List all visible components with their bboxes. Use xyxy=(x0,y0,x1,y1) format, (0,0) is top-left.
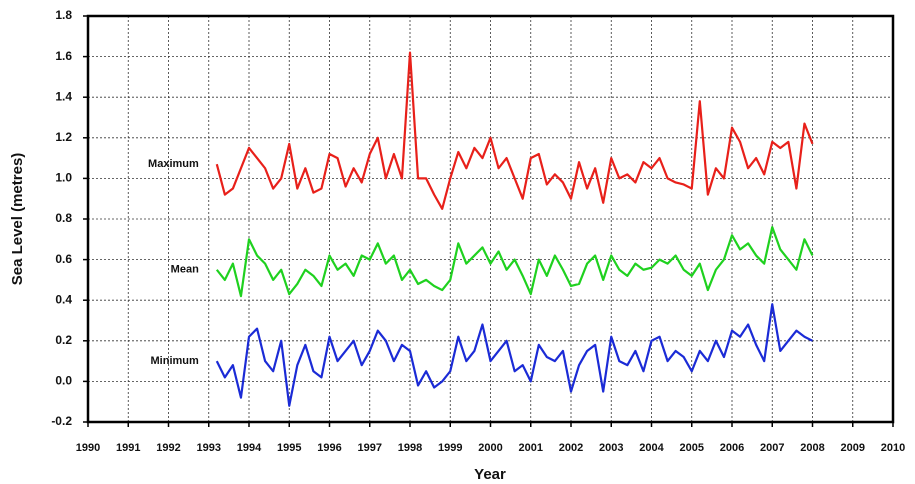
y-tick-label: 0.2 xyxy=(55,333,72,347)
series-label: Minimum xyxy=(151,355,199,367)
x-tick-label: 1998 xyxy=(398,442,422,454)
x-tick-label: 2005 xyxy=(680,442,704,454)
y-axis-title: Sea Level (metres) xyxy=(9,153,26,286)
x-axis-title: Year xyxy=(474,466,506,483)
x-tick-label: 2010 xyxy=(881,442,905,454)
plot-frame xyxy=(86,14,895,424)
x-tick-label: 1990 xyxy=(76,442,100,454)
y-tick-label: 1.4 xyxy=(55,89,72,103)
x-tick-label: 2004 xyxy=(639,442,664,454)
x-tick-label: 2002 xyxy=(559,442,583,454)
x-tick-label: 1992 xyxy=(156,442,180,454)
x-tick-label: 2009 xyxy=(841,442,865,454)
y-tick-label: 0.4 xyxy=(55,292,72,306)
x-tick-label: 1991 xyxy=(116,442,140,454)
x-tick-label: 2007 xyxy=(760,442,784,454)
series-line xyxy=(215,51,814,210)
x-tick-label: 2000 xyxy=(478,442,502,454)
series-line xyxy=(215,303,813,407)
y-tick-label: 0.6 xyxy=(55,252,72,266)
y-tick-label: 1.6 xyxy=(55,49,72,63)
x-tick-label: 1995 xyxy=(277,442,301,454)
x-tick-label: 1999 xyxy=(438,442,462,454)
y-tick-label: 1.8 xyxy=(55,8,72,22)
x-tick-label: 1994 xyxy=(237,442,262,454)
series-line xyxy=(215,226,814,298)
x-tick-label: 1997 xyxy=(358,442,382,454)
series-label: Maximum xyxy=(148,158,199,170)
x-tick-label: 2006 xyxy=(720,442,744,454)
y-tick-label: -0.2 xyxy=(51,414,72,428)
y-tick-label: 1.0 xyxy=(55,171,72,185)
y-tick-label: 0.8 xyxy=(55,211,72,225)
x-tick-label: 2003 xyxy=(599,442,623,454)
x-tick-label: 2001 xyxy=(519,442,543,454)
x-tick-label: 2008 xyxy=(800,442,824,454)
series-label: Mean xyxy=(171,264,199,276)
y-tick-label: 0.0 xyxy=(55,374,72,388)
y-tick-label: 1.2 xyxy=(55,130,72,144)
x-tick-label: 1996 xyxy=(317,442,341,454)
x-tick-label: 1993 xyxy=(197,442,221,454)
